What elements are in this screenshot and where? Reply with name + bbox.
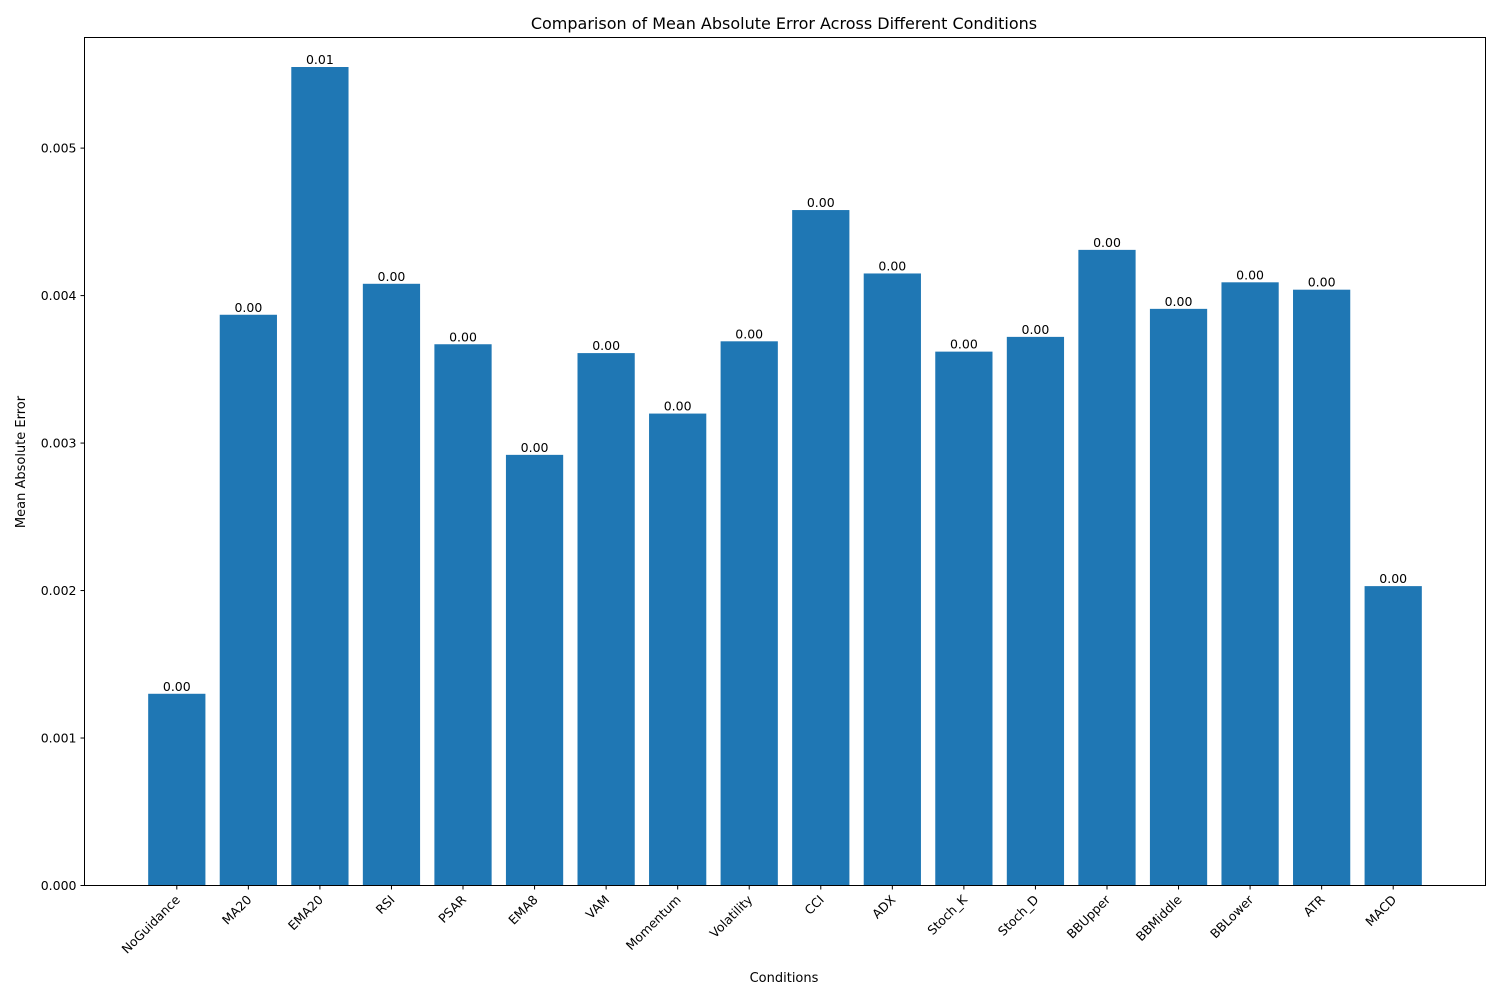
bar-ema20 [291,67,349,886]
y-axis: 0.000 0.001 0.002 0.003 0.004 0.005 [41,141,85,893]
data-label: 0.00 [664,399,692,414]
y-tick-label: 0.003 [41,436,77,451]
data-label: 0.00 [163,679,191,694]
bar-labels-group: 0.00 0.00 0.01 0.00 0.00 0.00 0.00 0.00 0.00 0.00… [163,52,1407,694]
data-label: 0.00 [378,269,406,284]
bar-rsi [362,283,421,886]
data-label: 0.00 [449,329,477,344]
chart-title: Comparison of Mean Absolute Error Across… [531,14,1037,33]
data-label: 0.00 [878,258,906,273]
bar-noguidance [148,693,206,886]
bar-ma20 [219,314,277,886]
y-tick-label: 0.000 [41,878,77,893]
x-tick-label: RSI [373,892,398,917]
y-tick-label: 0.004 [41,288,77,303]
x-tick-label: PSAR [435,892,469,926]
y-tick-label: 0.001 [41,731,77,746]
x-tick-label: BBLower [1207,891,1257,941]
x-tick-label: MACD [1362,892,1399,929]
data-label: 0.00 [234,300,262,315]
x-tick-label: CCI [801,892,827,918]
bars-group [148,67,1422,886]
data-label: 0.00 [735,326,763,341]
bar-atr [1293,289,1351,886]
bar-vam [577,353,635,886]
data-label: 0.00 [950,337,978,352]
x-tick-label: Momentum [623,892,684,953]
data-label: 0.00 [1308,275,1336,290]
y-tick-label: 0.005 [41,141,77,156]
bar-adx [863,273,921,886]
data-label: 0.00 [1165,294,1193,309]
bar-macd [1364,586,1422,886]
y-axis-label: Mean Absolute Error [14,395,29,528]
plot-frame [84,37,1486,886]
bar-bbupper [1078,249,1136,886]
x-tick-label: ATR [1300,892,1328,920]
bar-bbmiddle [1149,308,1208,886]
x-tick-label: Stoch_D [995,892,1042,939]
x-tick-label: VAM [582,892,612,922]
bar-volatility [720,341,778,886]
x-axis-label: Conditions [750,971,819,986]
data-label: 0.00 [807,195,835,210]
bar-cci [792,210,850,886]
x-tick-label: Volatility [707,892,756,941]
bar-stoch-k [935,351,993,886]
bar-momentum [649,413,707,886]
x-tick-label: ADX [869,892,899,922]
data-label: 0.00 [1093,235,1121,250]
data-label: 0.01 [306,52,334,67]
x-tick-label: MA20 [219,892,255,928]
bar-psar [434,344,492,886]
x-tick-label: Stoch_K [924,891,970,937]
data-label: 0.00 [1022,322,1050,337]
x-tick-label: NoGuidance [118,892,183,957]
x-tick-label: EMA20 [285,892,326,933]
x-tick-label: EMA8 [505,892,541,928]
x-axis: NoGuidance MA20 EMA20 RSI PSAR EMA8 VAM Momentu… [118,885,1399,957]
x-tick-label: BBMiddle [1133,892,1185,944]
x-tick-label: BBUpper [1064,891,1114,941]
bar-bblower [1221,282,1279,886]
data-label: 0.00 [592,338,620,353]
data-label: 0.00 [1236,267,1264,282]
data-label: 0.00 [521,440,549,455]
y-tick-label: 0.002 [41,583,77,598]
bar-ema8 [505,454,564,886]
data-label: 0.00 [1379,571,1407,586]
bar-stoch-d [1006,336,1065,886]
